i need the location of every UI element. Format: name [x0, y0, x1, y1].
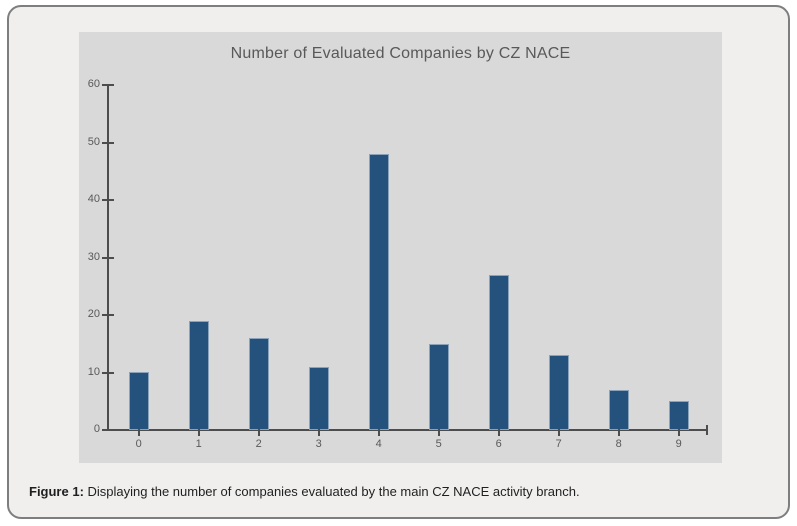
y-tick-label-20: 20 [87, 308, 100, 320]
figure-caption-label: Figure 1: [29, 484, 84, 499]
x-tick-5 [437, 429, 440, 436]
bar-5 [428, 344, 449, 430]
y-tick-40 [102, 199, 114, 201]
y-tick-label-40: 40 [87, 193, 100, 205]
x-tick-label-3: 3 [315, 438, 322, 450]
bar-2 [248, 338, 269, 430]
x-tick-8 [617, 429, 620, 436]
figure-panel: Number of Evaluated Companies by CZ NACE… [7, 5, 790, 519]
x-tick-label-6: 6 [495, 438, 502, 450]
y-tick-30 [102, 256, 114, 259]
y-tick-label-50: 50 [87, 135, 100, 148]
x-tick-label-7: 7 [555, 438, 562, 450]
x-tick-label-5: 5 [435, 438, 442, 450]
x-tick-label-4: 4 [375, 438, 382, 450]
x-tick-0 [137, 429, 140, 436]
bar-8 [608, 390, 629, 430]
x-tick-4 [377, 429, 380, 436]
x-tick-1 [197, 429, 200, 436]
bar-0 [128, 372, 149, 430]
x-tick-label-1: 1 [195, 438, 202, 450]
y-tick-60 [102, 84, 114, 86]
x-tick-6 [497, 429, 500, 436]
x-tick-3 [317, 429, 320, 436]
figure-caption: Figure 1: Displaying the number of compa… [29, 484, 769, 499]
x-tick-label-8: 8 [615, 438, 622, 450]
x-tick-9 [677, 429, 680, 436]
bar-4 [368, 154, 389, 430]
y-tick-label-30: 30 [87, 250, 100, 263]
x-tick-label-9: 9 [675, 438, 682, 450]
bar-chart-plot-area: Number of Evaluated Companies by CZ NACE… [79, 32, 722, 463]
y-tick-10 [102, 371, 114, 374]
bar-3 [308, 367, 329, 430]
bar-7 [548, 355, 569, 430]
y-tick-0 [102, 429, 114, 431]
y-tick-50 [102, 141, 114, 144]
x-tick-label-2: 2 [255, 438, 262, 450]
bar-1 [188, 321, 209, 430]
y-tick-20 [102, 314, 114, 316]
x-tick-2 [257, 429, 260, 436]
x-tick-7 [557, 429, 560, 436]
x-axis-line [107, 429, 708, 431]
y-tick-label-60: 60 [87, 78, 100, 90]
x-tick-label-0: 0 [135, 438, 142, 450]
y-tick-label-0: 0 [93, 423, 100, 435]
y-tick-label-10: 10 [87, 365, 100, 378]
x-axis-end-tick [706, 425, 708, 435]
bar-9 [668, 401, 689, 430]
bar-6 [488, 275, 509, 430]
figure-caption-text: Displaying the number of companies evalu… [83, 484, 580, 499]
chart-title: Number of Evaluated Companies by CZ NACE [230, 45, 571, 62]
